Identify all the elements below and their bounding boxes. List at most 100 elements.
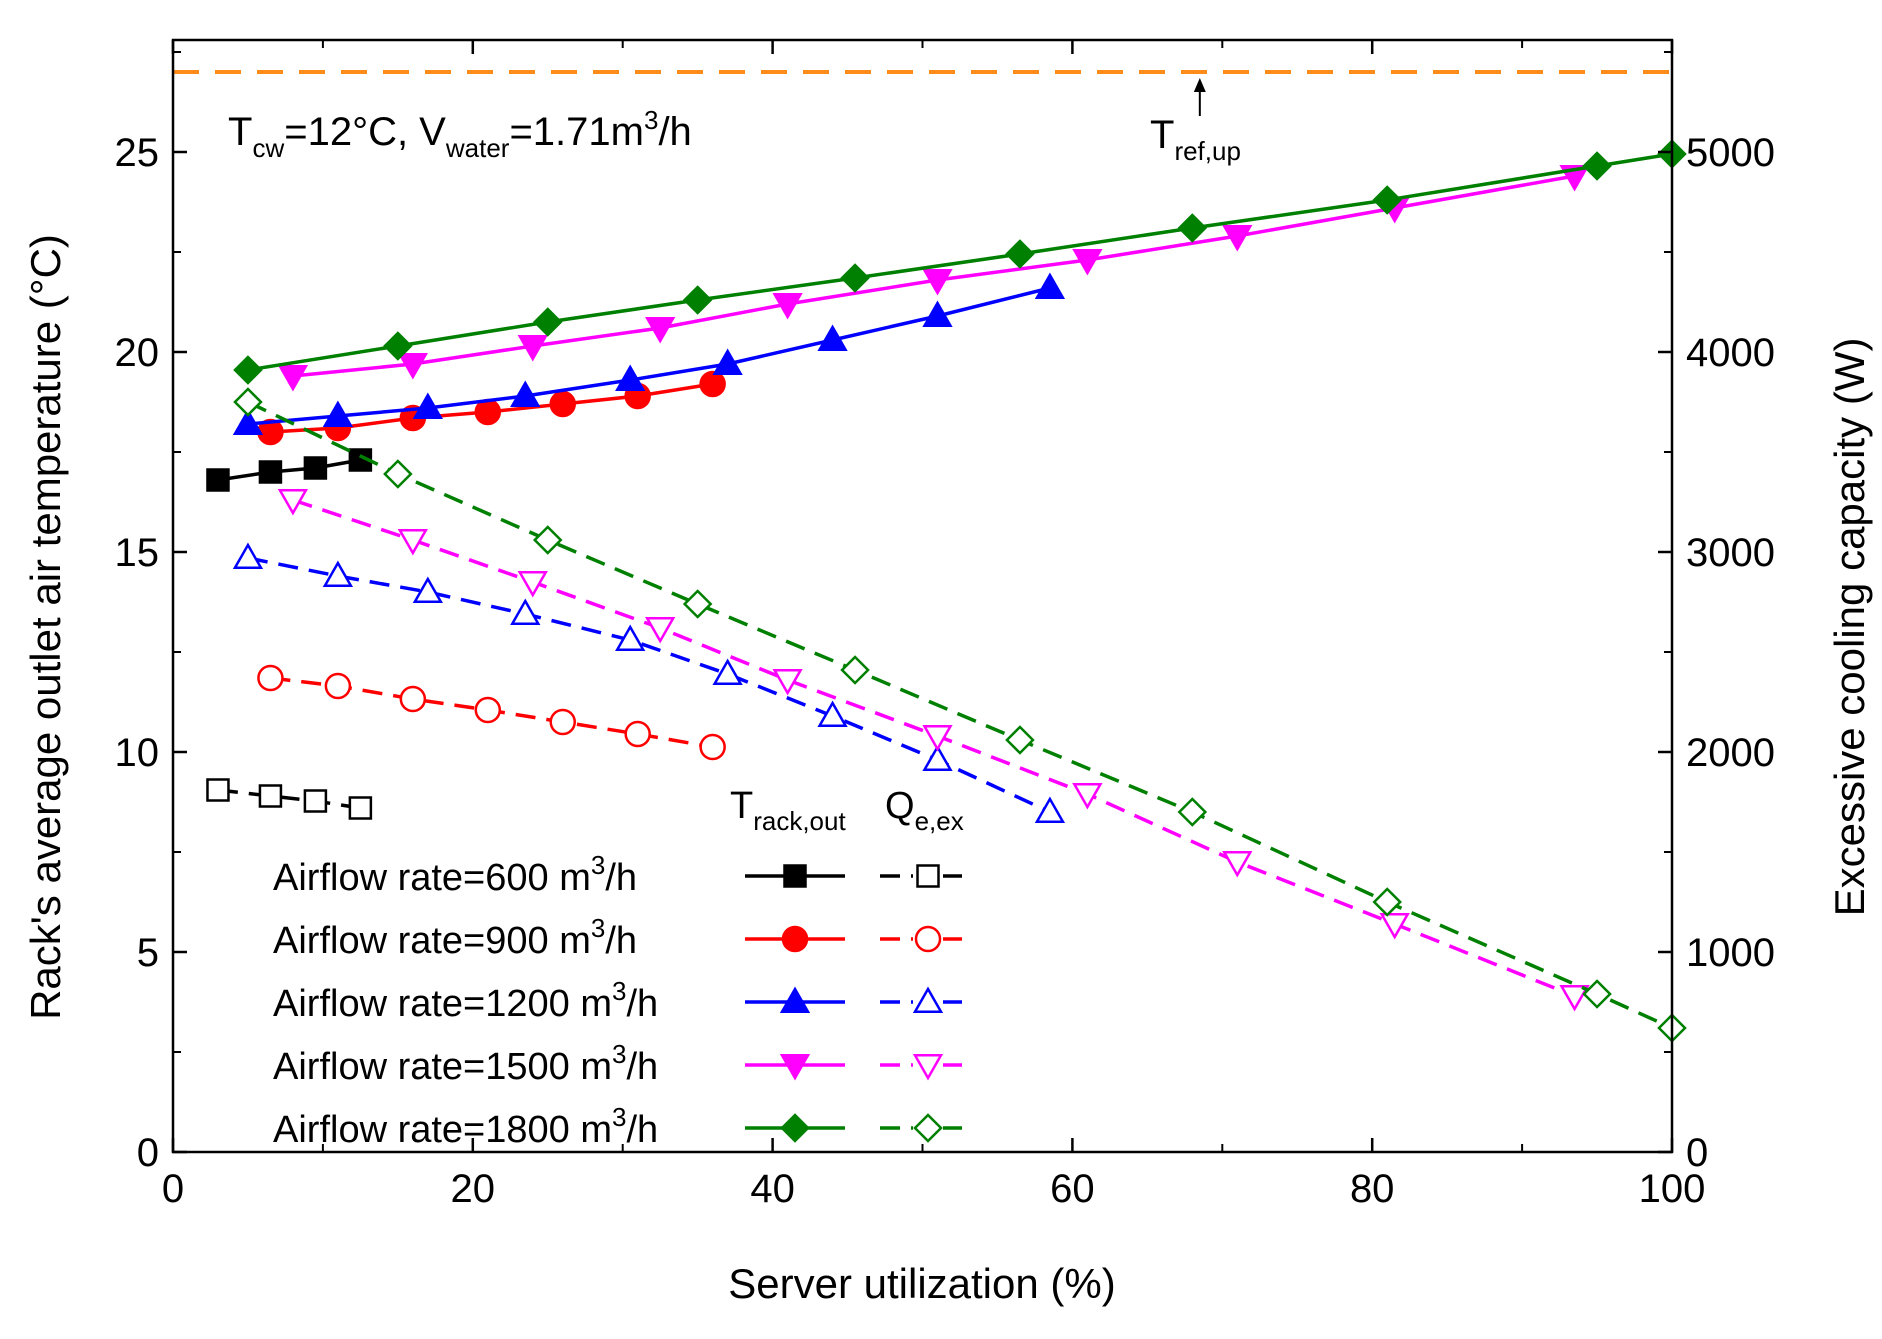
legend-sup: 3 [612,976,626,1006]
conditions-v-unit: /h [658,110,691,154]
temperature-point [1072,249,1103,276]
conditions-t-sub: cw [252,133,284,163]
cooling-point [397,529,428,556]
temperature-line-4 [247,152,1673,372]
cooling-point [474,696,502,724]
cooling-point [615,624,646,651]
cooling-point [322,560,354,587]
legend-airflow: 1800 m [485,1109,612,1151]
temperature-point [840,263,870,293]
y-tick-label: 0 [137,1131,159,1175]
cooling-point [517,571,548,598]
y2-tick-label: 3000 [1686,531,1775,575]
cooling-point [277,489,309,516]
temperature-point [412,392,443,419]
legend-sup: 3 [591,850,605,880]
legend-temperature-marker [780,1113,810,1143]
legend-cooling-marker [912,1054,944,1081]
cooling-point [1582,979,1612,1009]
x-tick-label: 100 [1639,1167,1706,1211]
cooling-point [1072,783,1103,810]
temperature-point [645,317,676,344]
cooling-line-2 [247,556,1051,814]
reference-line-label: Tref,up [1150,113,1241,166]
ref-label-t: T [1150,113,1174,157]
legend-prefix: Airflow rate= [273,983,485,1025]
temperature-point [549,390,576,418]
cooling-point [1034,796,1066,823]
legend-header-t: T [730,785,753,827]
temperature-point [233,355,263,385]
temperature-line-3 [292,174,1575,378]
cooling-point [206,778,230,802]
temperature-point [712,348,743,375]
series-2 [232,272,1066,1017]
y2-tick-label: 4000 [1686,331,1775,375]
legend-prefix: Airflow rate= [273,857,485,899]
legend-header-cooling: Qe,ex [885,785,964,836]
series-0 [206,448,965,891]
temperature-point [258,460,283,484]
cooling-point [257,664,284,692]
cooling-point [383,459,413,489]
cooling-line-3 [292,498,1576,998]
legend-airflow: 600 m [485,857,591,899]
cooling-line-0 [217,788,361,810]
y2-axis-title: Excessive cooling capacity (W) [1826,338,1873,917]
cooling-point [682,589,713,619]
temperature-point [206,468,230,492]
conditions-v-sub: water [445,133,510,163]
y2-tick-label: 5000 [1686,131,1775,175]
legend-prefix: Airflow rate= [273,1109,485,1151]
cooling-point [1559,985,1590,1012]
y-axis-title: Rack's average outlet air temperature (°… [22,234,69,1020]
legend-airflow: 900 m [485,920,591,962]
x-tick-label: 80 [1350,1167,1395,1211]
temperature-point [682,285,713,315]
legend-airflow: 1200 m [485,983,612,1025]
legend-label-600: Airflow rate=600 m3/h [273,850,637,899]
cooling-point [233,387,263,417]
plot-area [171,38,1687,1154]
y-tick-label: 15 [115,531,160,575]
conditions-v-sup: 3 [644,105,658,135]
legend-temperature-marker [779,1054,811,1081]
temperature-point [474,398,502,426]
legend-cooling-marker [916,864,940,888]
cooling-point [399,685,427,713]
temperature-point [615,364,646,391]
legend: Airflow rate=600 m3/h Airflow rate=900 m… [273,850,658,1151]
y-tick-label: 20 [115,331,160,375]
series-3 [277,165,1590,1081]
temperature-point [517,335,548,362]
temperature-point [232,408,264,435]
legend-label-1200: Airflow rate=1200 m3/h [273,976,658,1025]
temperature-point [1372,185,1402,215]
temperature-point [383,331,413,361]
temperature-point [397,353,428,380]
ref-label-sub: ref,up [1174,136,1241,166]
legend-sup: 3 [612,1039,626,1069]
temperature-point [322,400,354,427]
legend-unit: /h [605,857,637,899]
cooling-point [1379,913,1410,940]
cooling-point [922,725,953,752]
x-axis-title: Server utilization (%) [728,1260,1115,1307]
cooling-point [258,784,283,808]
cooling-point [303,789,328,813]
legend-label-900: Airflow rate=900 m3/h [273,913,637,962]
y-tick-label: 5 [137,931,159,975]
cooling-point [922,744,953,771]
temperature-point [1005,239,1035,269]
temperature-point [277,365,309,392]
cooling-point [412,576,443,603]
temperature-point [772,293,803,320]
conditions-v-val: =1.71m [509,110,644,154]
temperature-point [532,307,563,337]
x-tick-label: 60 [1050,1167,1095,1211]
cooling-point [1177,797,1208,827]
temperature-point [922,300,953,327]
temperature-point [1582,151,1612,181]
legend-airflow: 1500 m [485,1046,612,1088]
